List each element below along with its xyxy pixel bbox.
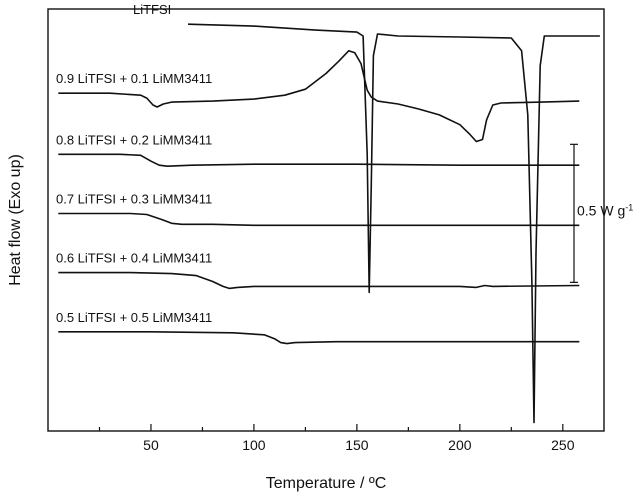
series-label: LiTFSI <box>133 2 171 17</box>
series-curve <box>187 23 600 424</box>
x-tick-label: 200 <box>448 437 472 453</box>
series-curve <box>58 212 580 227</box>
series-curve <box>58 331 580 345</box>
series-curve <box>58 271 580 290</box>
series-curve <box>58 50 580 143</box>
series-label: 0.7 LiTFSI + 0.3 LiMM3411 <box>56 191 212 206</box>
x-tick-label: 150 <box>345 437 369 453</box>
x-tick-label: 250 <box>551 437 575 453</box>
plot-frame <box>47 8 605 432</box>
series-label: 0.6 LiTFSI + 0.4 LiMM3411 <box>56 251 212 266</box>
axis-ticks <box>98 424 564 431</box>
y-axis-title: Heat flow (Exo up) <box>7 154 24 286</box>
scale-bar: 0.5 W g-1 <box>570 143 633 283</box>
series-label: 0.8 LiTFSI + 0.2 LiMM3411 <box>56 132 212 147</box>
series-label: 0.9 LiTFSI + 0.1 LiMM3411 <box>56 71 212 86</box>
x-axis-title: Temperature / ºC <box>266 475 387 492</box>
x-tick-label: 100 <box>242 437 266 453</box>
series-label: 0.5 LiTFSI + 0.5 LiMM3411 <box>56 310 212 325</box>
x-tick-labels: 50 100 150 200 250 <box>143 437 575 453</box>
series-curves <box>58 23 600 424</box>
series-curve <box>58 153 580 167</box>
scale-bar-label: 0.5 W g-1 <box>577 202 633 218</box>
x-tick-label: 50 <box>143 437 159 453</box>
series-labels: LiTFSI 0.9 LiTFSI + 0.1 LiMM3411 0.8 LiTFS… <box>56 2 212 325</box>
